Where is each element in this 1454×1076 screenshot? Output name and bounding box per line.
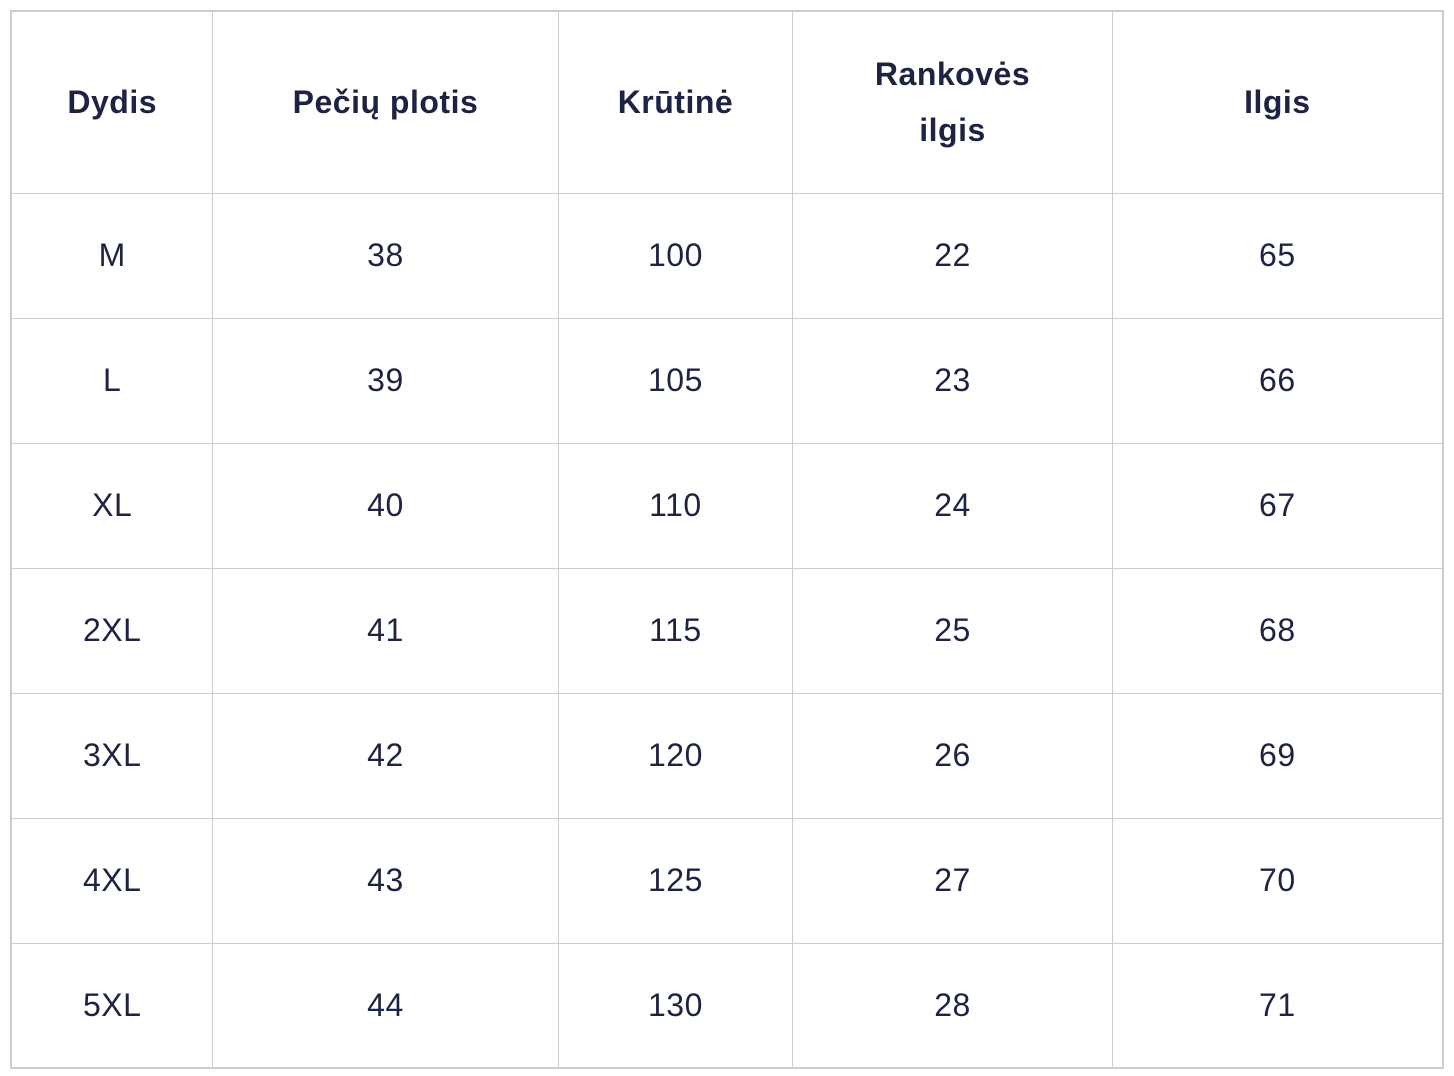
cell-3xl-dydis: 3XL <box>10 692 214 819</box>
column-header-ilgis: Ilgis <box>1111 10 1444 194</box>
cell-5xl-krutine: 130 <box>557 942 794 1069</box>
cell-xl-dydis: XL <box>10 442 214 569</box>
cell-m-rankoves-ilgis: 22 <box>792 192 1113 319</box>
cell-m-ilgis: 65 <box>1111 192 1444 319</box>
cell-m-krutine: 100 <box>557 192 794 319</box>
cell-2xl-rankoves-ilgis: 25 <box>792 567 1113 694</box>
cell-m-peciu-plotis: 38 <box>212 192 559 319</box>
cell-5xl-rankoves-ilgis: 28 <box>792 942 1113 1069</box>
cell-4xl-ilgis: 70 <box>1111 817 1444 944</box>
cell-4xl-dydis: 4XL <box>10 817 214 944</box>
table-row-3xl: 3XL 42 120 26 69 <box>10 692 1444 819</box>
cell-2xl-krutine: 115 <box>557 567 794 694</box>
cell-m-dydis: M <box>10 192 214 319</box>
cell-l-dydis: L <box>10 317 214 444</box>
table-row-xl: XL 40 110 24 67 <box>10 442 1444 569</box>
column-header-dydis: Dydis <box>10 10 214 194</box>
cell-5xl-dydis: 5XL <box>10 942 214 1069</box>
column-header-peciu-plotis: Pečių plotis <box>212 10 559 194</box>
cell-4xl-krutine: 125 <box>557 817 794 944</box>
header-row: Dydis Pečių plotis Krūtinė Rankovės ilgis Il… <box>10 10 1444 194</box>
cell-5xl-peciu-plotis: 44 <box>212 942 559 1069</box>
size-chart-table: Dydis Pečių plotis Krūtinė Rankovės ilgis Il… <box>10 10 1444 1069</box>
cell-l-peciu-plotis: 39 <box>212 317 559 444</box>
cell-xl-peciu-plotis: 40 <box>212 442 559 569</box>
cell-4xl-rankoves-ilgis: 27 <box>792 817 1113 944</box>
column-header-rankoves-ilgis: Rankovės ilgis <box>792 10 1113 194</box>
cell-2xl-ilgis: 68 <box>1111 567 1444 694</box>
cell-xl-ilgis: 67 <box>1111 442 1444 569</box>
table-row-5xl: 5XL 44 130 28 71 <box>10 942 1444 1069</box>
cell-4xl-peciu-plotis: 43 <box>212 817 559 944</box>
cell-2xl-dydis: 2XL <box>10 567 214 694</box>
table-row-4xl: 4XL 43 125 27 70 <box>10 817 1444 944</box>
table-row-m: M 38 100 22 65 <box>10 192 1444 319</box>
table-row-l: L 39 105 23 66 <box>10 317 1444 444</box>
cell-3xl-ilgis: 69 <box>1111 692 1444 819</box>
cell-2xl-peciu-plotis: 41 <box>212 567 559 694</box>
cell-xl-rankoves-ilgis: 24 <box>792 442 1113 569</box>
cell-l-ilgis: 66 <box>1111 317 1444 444</box>
column-header-krutine: Krūtinė <box>557 10 794 194</box>
cell-3xl-krutine: 120 <box>557 692 794 819</box>
size-chart-header: Dydis Pečių plotis Krūtinė Rankovės ilgis Il… <box>10 10 1444 194</box>
cell-5xl-ilgis: 71 <box>1111 942 1444 1069</box>
table-row-2xl: 2XL 41 115 25 68 <box>10 567 1444 694</box>
cell-3xl-rankoves-ilgis: 26 <box>792 692 1113 819</box>
cell-xl-krutine: 110 <box>557 442 794 569</box>
cell-l-rankoves-ilgis: 23 <box>792 317 1113 444</box>
size-chart-body: M 38 100 22 65 L 39 105 23 66 XL 40 110 24 67 2XL 41 115 2… <box>10 192 1444 1069</box>
cell-3xl-peciu-plotis: 42 <box>212 692 559 819</box>
cell-l-krutine: 105 <box>557 317 794 444</box>
size-chart-container: Dydis Pečių plotis Krūtinė Rankovės ilgis Il… <box>10 10 1444 1069</box>
